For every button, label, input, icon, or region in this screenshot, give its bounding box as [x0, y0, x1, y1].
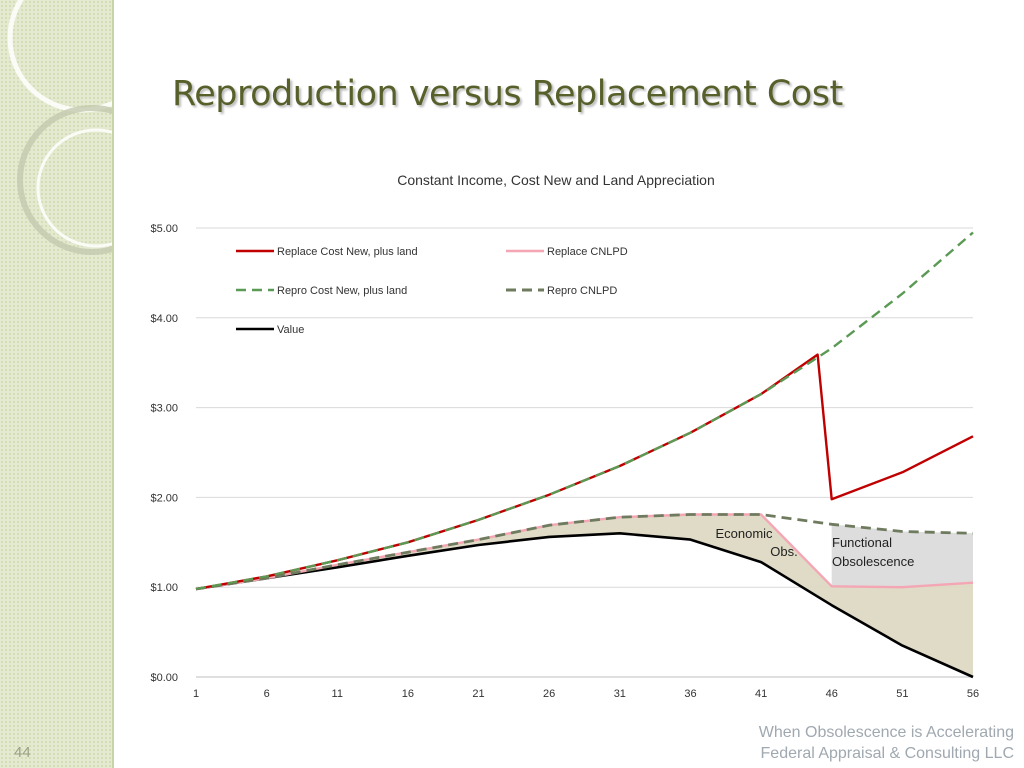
- x-tick-label: 21: [472, 688, 484, 700]
- legend-label: Repro Cost New, plus land: [277, 285, 407, 297]
- slide-number: 44: [14, 744, 31, 761]
- y-tick-label: $1.00: [150, 582, 178, 594]
- functional-annotation-line1: Functional: [832, 535, 892, 550]
- x-tick-label: 16: [402, 688, 414, 700]
- economic-obsolescence-area: [196, 514, 973, 677]
- series-line-repro: [195, 231, 974, 591]
- annotations: Economic Obs. Functional Obsolescence: [715, 526, 914, 569]
- chart-title: Constant Income, Cost New and Land Appre…: [397, 172, 715, 188]
- functional-obsolescence-area: [831, 524, 973, 588]
- x-tick-label: 26: [543, 688, 555, 700]
- footer-line-1: When Obsolescence is Accelerating: [758, 724, 1014, 741]
- y-tick-label: $2.00: [150, 492, 178, 504]
- slide-title: Reproduction versus Replacement Cost: [172, 74, 843, 114]
- legend: Replace Cost New, plus land Replace CNLPD…: [236, 246, 628, 336]
- gridlines: [196, 227, 973, 678]
- x-tick-label: 6: [264, 688, 270, 700]
- economic-annotation-line1: Economic: [715, 526, 773, 541]
- line-chart: Constant Income, Cost New and Land Appre…: [150, 172, 979, 700]
- footer-line-2: Federal Appraisal & Consulting LLC: [760, 745, 1014, 762]
- series-lines: [195, 231, 974, 679]
- economic-annotation-line2: Obs.: [770, 544, 797, 559]
- legend-label: Repro CNLPD: [547, 285, 617, 297]
- x-tick-label: 31: [614, 688, 626, 700]
- x-tick-label: 46: [826, 688, 838, 700]
- y-tick-label: $4.00: [150, 313, 178, 325]
- x-tick-label: 1: [193, 688, 199, 700]
- y-tick-label: $0.00: [150, 672, 178, 684]
- obsolescence-fills: [196, 514, 973, 677]
- series-line-repro-cnlpd: [195, 513, 974, 591]
- x-tick-label: 51: [896, 688, 908, 700]
- legend-label: Value: [277, 324, 304, 336]
- decorative-circles: [7, 0, 112, 255]
- x-tick-label: 56: [967, 688, 979, 700]
- x-tick-label: 41: [755, 688, 767, 700]
- functional-annotation-line2: Obsolescence: [832, 554, 914, 569]
- legend-label: Replace Cost New, plus land: [277, 246, 418, 258]
- decorative-sidebar: 44: [0, 0, 114, 768]
- footer: When Obsolescence is Accelerating Federa…: [759, 722, 1014, 764]
- y-axis-ticks: $0.00 $1.00 $2.00 $3.00 $4.00 $5.00: [150, 223, 178, 684]
- x-tick-label: 11: [332, 688, 343, 700]
- x-axis-ticks: 1 6 11 16 21 26 31 36 41 46 51 56: [193, 688, 979, 700]
- y-tick-label: $5.00: [150, 223, 178, 235]
- series-line-value: [195, 531, 974, 679]
- y-tick-label: $3.00: [150, 403, 178, 415]
- legend-label: Replace CNLPD: [547, 246, 628, 258]
- x-tick-label: 36: [684, 688, 696, 700]
